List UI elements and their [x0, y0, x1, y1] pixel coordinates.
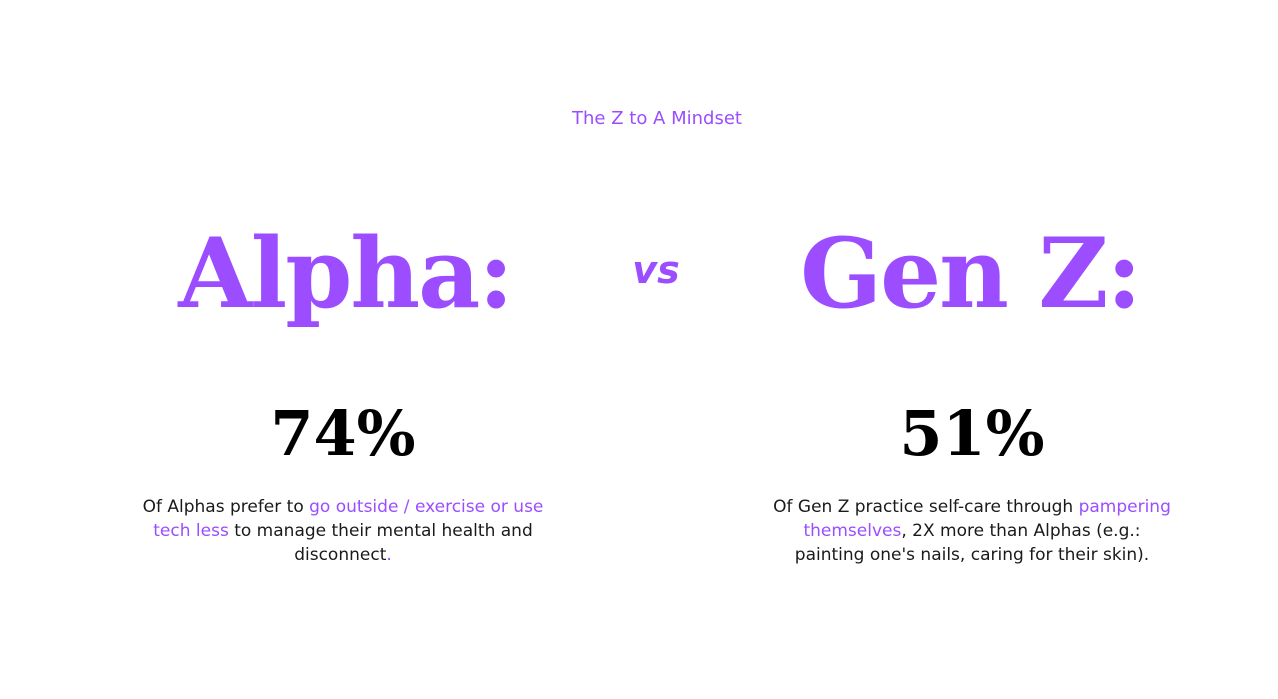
genz-stat: 51% [899, 397, 1045, 470]
alpha-description-highlight: go outside / exercise or use tech less [153, 497, 544, 541]
vs-label: vs [632, 248, 680, 292]
genz-description: Of Gen Z practice self-care through pamp… [772, 495, 1172, 567]
section-eyebrow: The Z to A Mindset [572, 108, 742, 129]
alpha-description-text-2: to manage their mental health and discon… [228, 521, 533, 565]
genz-description-text: Of Gen Z practice self-care through [773, 497, 1079, 517]
alpha-description-end: . [386, 545, 392, 565]
genz-description-text-2: , 2X more than Alphas (e.g.: painting on… [794, 521, 1150, 565]
alpha-stat: 74% [270, 397, 416, 470]
alpha-description: Of Alphas prefer to go outside / exercis… [130, 495, 556, 567]
genz-description-highlight: pampering themselves [803, 497, 1171, 541]
alpha-heading: Alpha: [178, 217, 514, 330]
genz-heading: Gen Z: [800, 217, 1142, 330]
alpha-description-text: Of Alphas prefer to [142, 497, 310, 517]
